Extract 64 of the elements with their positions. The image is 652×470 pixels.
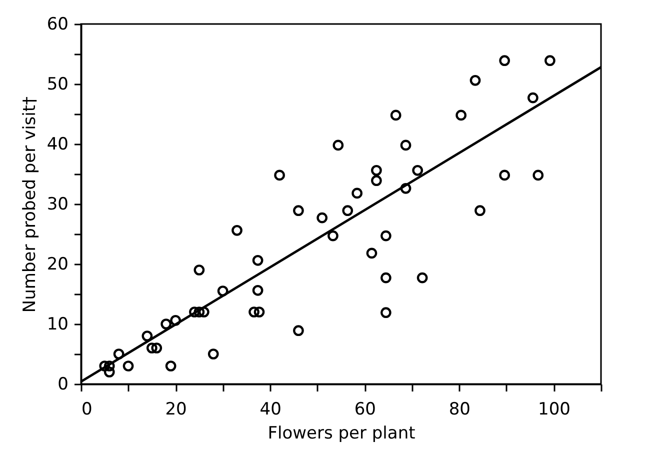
point [390,110,402,121]
point [412,164,424,176]
point [332,140,344,151]
point [160,318,172,330]
point [194,264,205,276]
point [198,306,210,318]
point [380,272,392,284]
y-tick-label: 50 [46,74,68,94]
point [104,360,115,372]
point [456,110,467,121]
point [527,92,538,104]
point [470,74,481,86]
point [113,348,124,360]
point [104,366,115,378]
point [352,188,363,199]
x-tick-label: 0 [82,400,92,420]
point [254,306,265,318]
point [499,55,510,66]
point [217,286,228,296]
point [274,170,285,181]
point [99,360,110,372]
point [380,307,392,318]
point [400,182,412,194]
y-tick-label: 30 [46,194,68,214]
point [400,140,412,151]
x-tick-label: 40 [260,400,282,420]
point [416,272,428,284]
point [328,230,338,242]
y-tick-label: 0 [58,374,68,394]
x-tick-label: 100 [538,400,570,420]
x-axis-title: Flowers per plant [268,424,416,444]
point [194,306,205,318]
point [252,284,264,296]
point [342,205,354,216]
point [122,360,134,372]
y-tick-label: 10 [46,314,68,334]
point [142,330,153,342]
point [165,360,176,372]
point [151,342,162,354]
point [544,55,556,66]
point [232,224,242,236]
y-tick-label: 20 [46,254,68,274]
y-tick-label: 40 [46,134,68,154]
point [248,306,260,318]
y-tick-label: 60 [46,14,68,34]
y-axis-title: Number probed per visit† [20,96,40,313]
point [170,314,181,326]
point [293,205,304,216]
point [252,254,264,266]
point [380,230,392,242]
point [189,306,200,318]
point [371,175,382,186]
point [293,325,304,336]
point [366,248,378,259]
x-tick-label: 80 [448,400,470,420]
point [208,348,219,360]
x-tick-label: 20 [165,400,187,420]
point [499,170,510,181]
point [371,164,382,176]
point [316,212,328,224]
point [532,170,544,181]
point [474,205,486,216]
x-tick-label: 60 [354,400,376,420]
point [146,342,158,354]
